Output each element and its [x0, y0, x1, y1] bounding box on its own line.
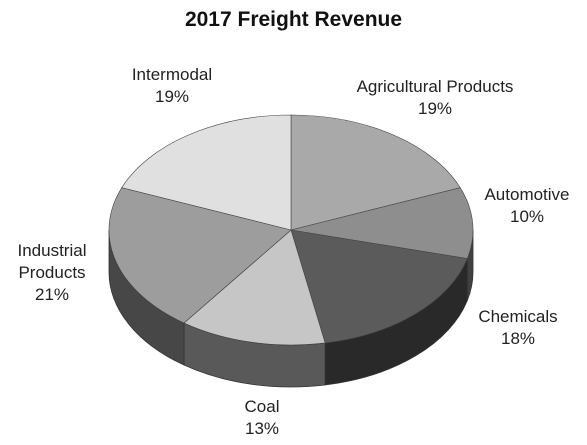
slice-value: 21%: [34, 285, 70, 304]
slice-label: Chemicals 18%: [458, 306, 578, 350]
slice-name: Coal: [244, 397, 280, 416]
slice-value: 10%: [509, 207, 545, 226]
slice-value: 19%: [417, 99, 453, 118]
slice-label: Industrial Products 21%: [7, 240, 97, 306]
slice-label: Intermodal 19%: [112, 64, 232, 108]
slice-name: Industrial Products: [17, 241, 87, 282]
pie-slice: [108, 187, 292, 324]
chart-title: 2017 Freight Revenue: [184, 8, 403, 31]
slice-name: Chemicals: [478, 307, 558, 326]
slice-label: Coal 13%: [222, 396, 302, 440]
slice-value: 18%: [500, 329, 536, 348]
slice-name: Automotive: [484, 185, 570, 204]
slice-value: 13%: [244, 419, 280, 438]
slice-name: Agricultural Products: [356, 77, 514, 96]
slice-name: Intermodal: [131, 65, 213, 84]
pie-slice: [290, 229, 468, 344]
pie-slice: [121, 114, 292, 231]
pie-slice: [290, 114, 461, 231]
pie-slice: [290, 187, 474, 259]
pie-slice: [183, 229, 326, 346]
slice-value: 19%: [154, 87, 190, 106]
slice-label: Automotive 10%: [467, 184, 587, 228]
slice-label: Agricultural Products 19%: [325, 76, 545, 120]
